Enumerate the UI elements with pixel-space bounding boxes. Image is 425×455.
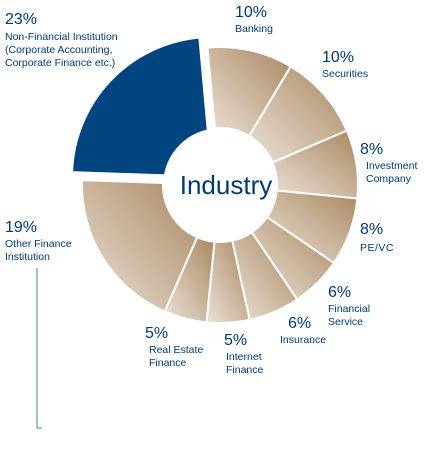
category-label-6-line-0: Insurance [280,334,326,346]
category-label-0-line-2: Corporate Finance etc.) [5,57,115,69]
category-label-9-line-1: Institution [5,251,50,263]
category-label-3-line-0: Investment [366,160,417,172]
category-label-7-line-1: Finance [226,364,264,376]
category-label-2-line-0: Securities [322,68,368,80]
category-label-7-line-0: Internet [226,351,262,363]
category-label-5-line-0: Financial [328,303,370,315]
category-label-5-line-1: Service [328,316,363,328]
pct-label-7: 5% [224,332,247,349]
category-label-4-line-0: PE/VC [360,242,394,254]
category-label-8-line-1: Finance [149,357,187,369]
pct-label-8: 5% [145,325,168,342]
category-label-9-line-0: Other Finance [5,238,72,250]
slice-0 [71,36,214,179]
chart-title: Industry [180,170,273,200]
category-label-3-line-1: Company [366,173,412,185]
category-label-1-line-0: Banking [235,23,273,35]
category-label-8-line-0: Real Estate [149,344,203,356]
category-label-0-line-1: (Corporate Accounting, [5,44,112,56]
pct-label-2: 10% [322,49,354,66]
pct-label-5: 6% [328,284,351,301]
donut-hole [163,128,277,242]
bracket-line [36,268,42,429]
pct-label-1: 10% [235,4,267,21]
pct-label-3: 8% [360,141,383,158]
pct-label-9: 19% [5,219,37,236]
pct-label-0: 23% [5,11,37,28]
category-label-0-line-0: Non-Financial Institution [5,31,118,43]
pct-label-4: 8% [360,221,383,238]
labels-group: 23% Non-Financial Institution(Corporate A… [5,4,417,376]
pct-label-6: 6% [288,315,311,332]
